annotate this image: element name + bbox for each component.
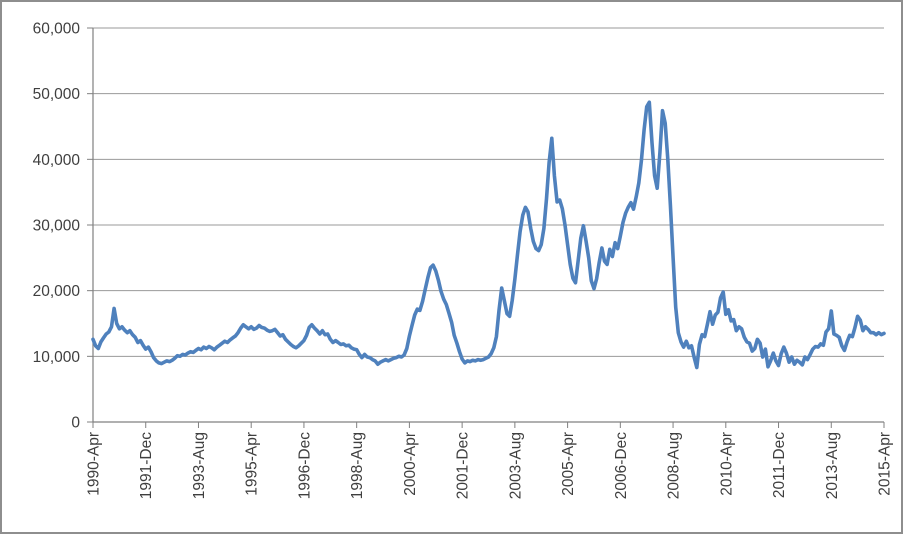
x-tick-label: 2013-Aug bbox=[824, 432, 841, 499]
x-tick-label: 2006-Dec bbox=[613, 432, 630, 499]
x-tick-label: 2010-Apr bbox=[718, 432, 735, 496]
y-tick-label: 30,000 bbox=[33, 218, 81, 235]
y-tick-label: 50,000 bbox=[33, 86, 81, 103]
axes bbox=[92, 28, 884, 423]
y-gridlines bbox=[93, 27, 884, 357]
x-tick-label: 2000-Apr bbox=[402, 432, 419, 496]
x-tick-label: 1993-Aug bbox=[191, 432, 208, 499]
y-tick-label: 20,000 bbox=[33, 283, 81, 300]
x-tick-label: 2001-Dec bbox=[455, 432, 472, 499]
x-tick-label: 1990-Apr bbox=[86, 432, 103, 496]
x-tick-labels: 1990-Apr 1991-Dec 1993-Aug 1995-Apr 1996-Dec… bbox=[86, 432, 894, 499]
data-series-line bbox=[91, 100, 886, 370]
y-tick-labels: 0 10,000 20,000 30,000 40,000 50,000 60,000 bbox=[33, 21, 81, 432]
x-tick-label: 2003-Aug bbox=[507, 432, 524, 499]
x-tick-label: 1991-Dec bbox=[138, 432, 155, 499]
y-tick-label: 10,000 bbox=[33, 349, 81, 366]
x-tick-label: 2008-Aug bbox=[666, 432, 683, 499]
x-tick-label: 1996-Dec bbox=[296, 432, 313, 499]
axis-ticks bbox=[87, 27, 885, 428]
x-tick-label: 2005-Apr bbox=[560, 432, 577, 496]
x-tick-label: 2015-Apr bbox=[877, 432, 894, 496]
x-tick-label: 1995-Apr bbox=[244, 432, 261, 496]
data-series bbox=[91, 100, 886, 370]
y-tick-label: 60,000 bbox=[33, 21, 81, 38]
x-tick-label: 1998-Aug bbox=[349, 432, 366, 499]
x-tick-label: 2011-Dec bbox=[771, 432, 788, 498]
y-tick-label: 40,000 bbox=[33, 152, 81, 169]
y-tick-label: 0 bbox=[71, 415, 80, 432]
